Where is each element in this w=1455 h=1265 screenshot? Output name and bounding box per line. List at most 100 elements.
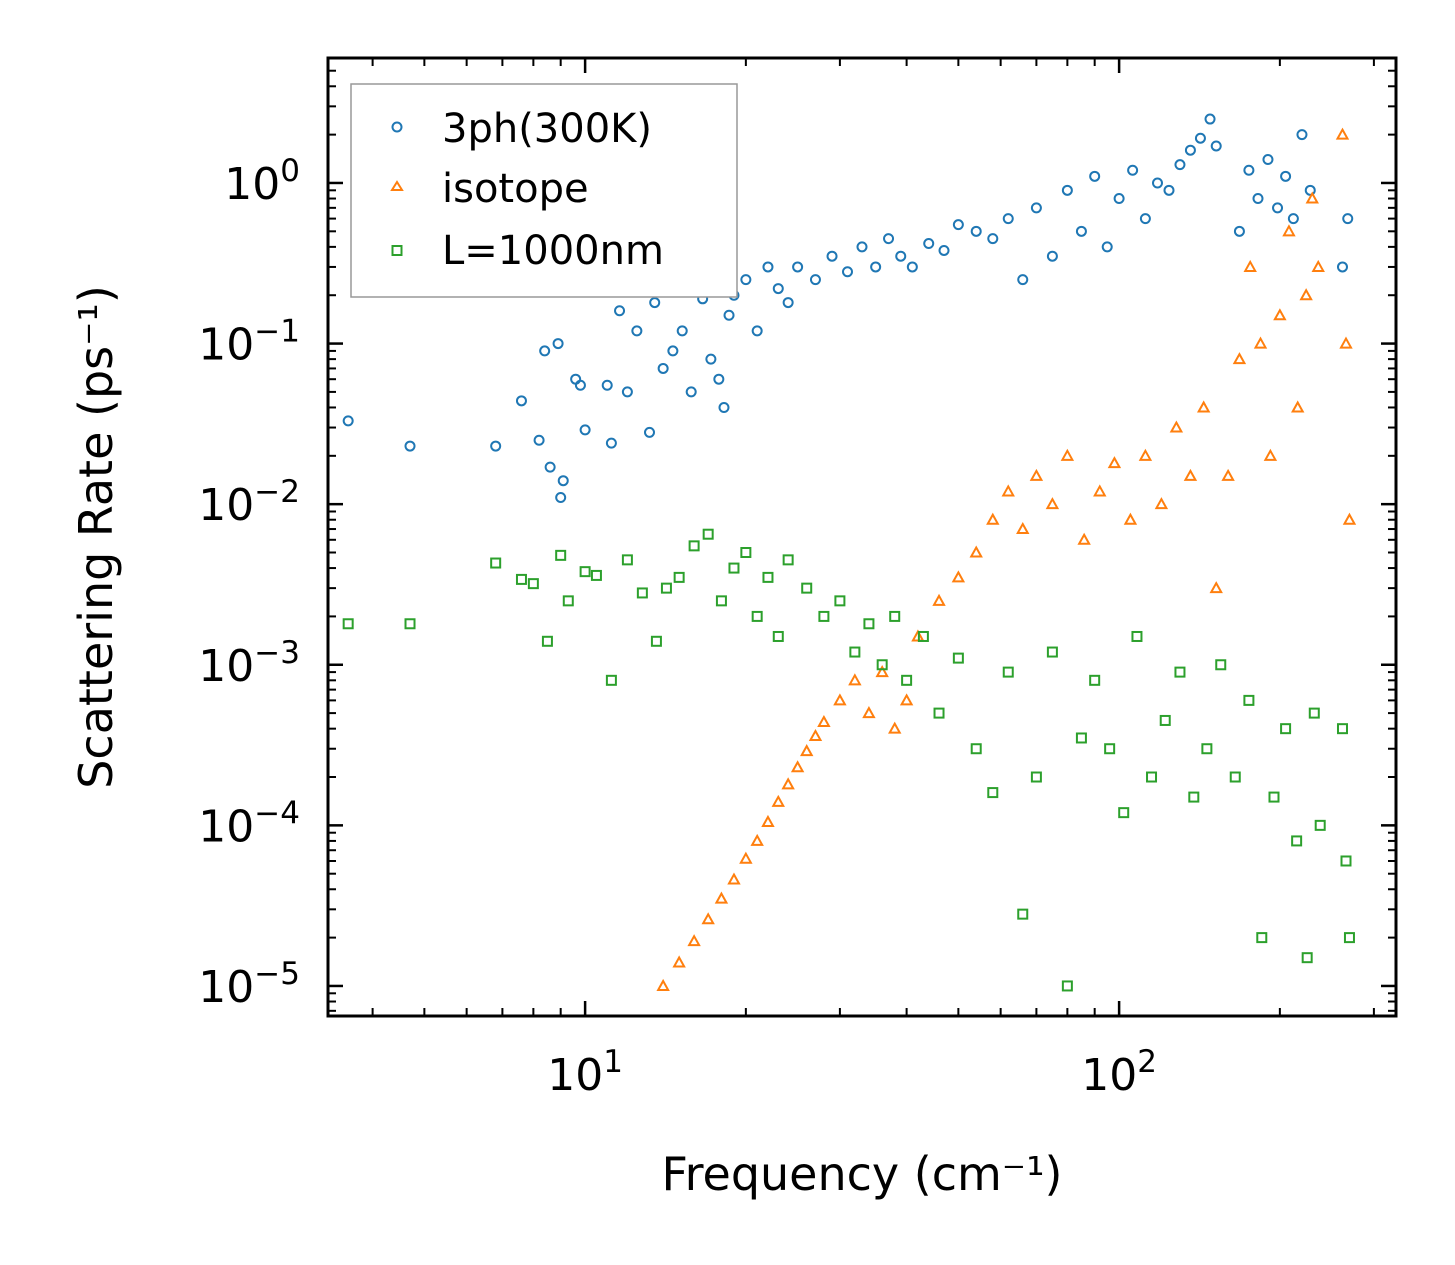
data-point bbox=[1342, 213, 1354, 225]
data-point bbox=[1299, 288, 1313, 301]
data-point bbox=[772, 283, 784, 295]
tick-label: 10−4 bbox=[198, 795, 300, 852]
data-point bbox=[1107, 456, 1122, 469]
data-point bbox=[1343, 932, 1355, 944]
data-point bbox=[1118, 807, 1130, 819]
data-point bbox=[808, 728, 823, 742]
data-point bbox=[987, 787, 999, 799]
data-point bbox=[1296, 129, 1308, 141]
data-point bbox=[541, 635, 553, 647]
data-point bbox=[1215, 659, 1227, 671]
data-point bbox=[1184, 144, 1196, 156]
data-point bbox=[544, 461, 556, 473]
legend-marker-3ph bbox=[391, 121, 403, 133]
data-point bbox=[687, 934, 701, 947]
tick-label: 10−3 bbox=[198, 635, 300, 692]
legend-box bbox=[350, 83, 738, 298]
data-point bbox=[672, 955, 686, 968]
x-tick-labels: 101 102 bbox=[547, 1044, 1157, 1101]
data-point bbox=[906, 261, 918, 273]
data-point bbox=[790, 760, 805, 773]
data-point bbox=[1113, 193, 1125, 205]
data-point bbox=[1301, 952, 1313, 964]
data-point bbox=[870, 261, 882, 273]
data-point bbox=[1046, 250, 1058, 262]
series-2 bbox=[342, 528, 1355, 992]
data-point bbox=[1314, 819, 1326, 831]
data-point bbox=[705, 353, 717, 365]
data-point bbox=[1282, 224, 1296, 237]
data-point bbox=[574, 379, 586, 391]
data-point bbox=[527, 578, 539, 590]
data-point bbox=[1123, 512, 1138, 525]
legend-label-boundary: L=1000nm bbox=[442, 228, 664, 274]
data-point bbox=[621, 386, 633, 398]
data-point bbox=[1077, 532, 1091, 545]
data-point bbox=[762, 571, 774, 583]
data-point bbox=[782, 297, 794, 309]
data-point bbox=[856, 241, 868, 253]
data-point bbox=[862, 706, 876, 719]
data-point bbox=[899, 693, 914, 706]
data-point bbox=[1287, 213, 1299, 225]
data-point bbox=[1340, 855, 1352, 867]
data-point bbox=[579, 424, 591, 436]
data-point bbox=[1304, 184, 1316, 196]
data-point bbox=[901, 674, 913, 686]
data-point bbox=[739, 851, 753, 864]
data-point bbox=[1101, 241, 1113, 253]
data-point bbox=[533, 434, 545, 446]
data-point bbox=[562, 595, 574, 607]
data-point bbox=[685, 386, 697, 398]
data-point bbox=[515, 395, 527, 407]
data-point bbox=[848, 673, 862, 686]
legend-label-3ph: 3ph(300K) bbox=[442, 106, 652, 152]
data-point bbox=[552, 338, 564, 350]
data-point bbox=[800, 744, 814, 757]
data-point bbox=[1308, 707, 1320, 719]
data-point bbox=[740, 547, 752, 559]
legend-marker-isotope bbox=[390, 180, 404, 191]
data-point bbox=[952, 652, 964, 664]
data-point bbox=[1131, 630, 1143, 642]
data-point bbox=[718, 401, 730, 413]
data-point bbox=[605, 674, 617, 686]
data-point bbox=[888, 721, 902, 734]
data-point bbox=[1174, 159, 1186, 171]
data-point bbox=[667, 345, 679, 357]
data-point bbox=[701, 912, 715, 925]
data-point bbox=[1256, 932, 1268, 944]
data-point bbox=[969, 545, 983, 558]
data-point bbox=[818, 610, 830, 622]
data-point bbox=[1127, 164, 1139, 176]
data-point bbox=[1089, 170, 1101, 182]
data-point bbox=[715, 595, 727, 607]
x-axis-title: Frequency (cm⁻¹) bbox=[662, 1147, 1063, 1201]
data-point bbox=[1002, 666, 1014, 678]
data-point bbox=[1194, 132, 1206, 144]
tick-label: 10−2 bbox=[198, 474, 300, 531]
data-point bbox=[621, 554, 633, 566]
data-point bbox=[614, 305, 626, 317]
data-point bbox=[1342, 512, 1357, 525]
data-point bbox=[1268, 791, 1280, 803]
data-point bbox=[952, 219, 964, 231]
data-point bbox=[1243, 259, 1257, 272]
data-point bbox=[673, 571, 685, 583]
data-point bbox=[590, 569, 602, 581]
data-point bbox=[1151, 177, 1163, 189]
data-point bbox=[1188, 791, 1200, 803]
data-point bbox=[1093, 484, 1107, 497]
data-point bbox=[1243, 164, 1255, 176]
data-point bbox=[1061, 980, 1073, 992]
data-point bbox=[849, 646, 861, 658]
data-point bbox=[660, 582, 672, 594]
data-point bbox=[1291, 835, 1303, 847]
data-point bbox=[970, 743, 982, 755]
data-point bbox=[713, 373, 725, 385]
data-point bbox=[1201, 743, 1213, 755]
data-point bbox=[1336, 723, 1348, 735]
data-point bbox=[938, 244, 950, 256]
data-point bbox=[1335, 127, 1350, 140]
